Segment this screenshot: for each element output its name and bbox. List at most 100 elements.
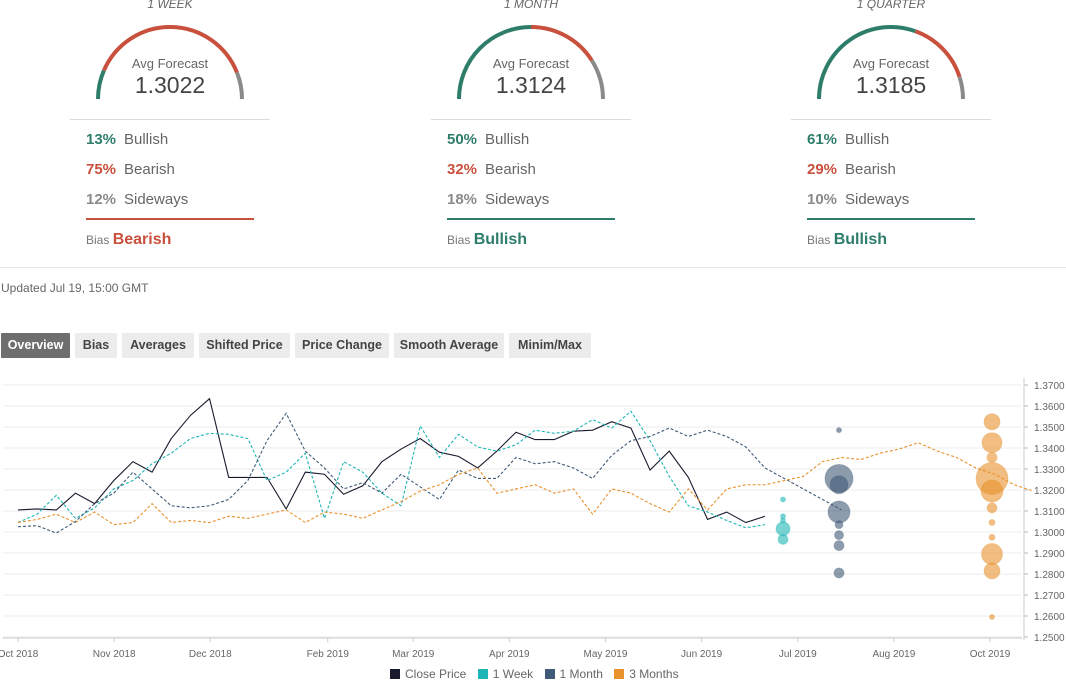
x-tick-label: Feb 2019 <box>307 649 350 660</box>
divider <box>791 119 991 120</box>
sentiment-gauge <box>96 25 244 100</box>
3-months-forecast-bubble <box>986 451 998 463</box>
avg-forecast-value: 1.3022 <box>134 72 206 98</box>
legend-1-week[interactable]: 1 Week <box>477 667 534 681</box>
legend-3-months[interactable]: 3 Months <box>614 667 679 681</box>
y-tick-label: 1.2700 <box>1034 591 1065 602</box>
sideways-arc <box>235 71 244 100</box>
sideways-row: 10% Sideways <box>807 191 909 208</box>
1-week-forecast-bubble <box>775 521 791 537</box>
bias-indicator: Bias Bearish <box>86 231 171 249</box>
updated-timestamp: Updated Jul 19, 15:00 GMT <box>1 281 149 295</box>
tab-smooth-average[interactable]: Smooth Average <box>394 333 504 358</box>
bullish-pct: 13% <box>86 131 117 148</box>
bias-label: Bias <box>447 233 471 247</box>
bearish-row: 29% Bearish <box>807 161 896 178</box>
divider <box>70 119 270 120</box>
legend-1-month[interactable]: 1 Month <box>544 667 603 681</box>
1-month-forecast-bubble <box>836 427 842 434</box>
y-tick-label: 1.3300 <box>1034 465 1065 476</box>
avg-forecast-label: Avg Forecast <box>852 56 930 71</box>
tab-minim-max[interactable]: Minim/Max <box>509 333 591 358</box>
bullish-label: Bullish <box>845 131 890 148</box>
y-tick-label: 1.3600 <box>1034 402 1065 413</box>
bias-indicator: Bias Bullish <box>807 231 887 249</box>
bias-value: Bearish <box>112 231 172 248</box>
y-tick-label: 1.3200 <box>1034 486 1065 497</box>
x-tick-label: Oct 2019 <box>970 649 1011 660</box>
bearish-pct: 32% <box>447 161 478 178</box>
tab-bias[interactable]: Bias <box>75 333 117 358</box>
period-label: 1 WEEK <box>147 0 193 11</box>
avg-forecast-label: Avg Forecast <box>492 56 570 71</box>
3-months-forecast-bubble <box>989 614 995 621</box>
1-month-forecast-bubble <box>834 520 844 530</box>
1-month-forecast-bubble <box>833 540 845 552</box>
y-tick-label: 1.3100 <box>1034 507 1065 518</box>
y-tick-label: 1.3000 <box>1034 528 1065 539</box>
x-tick-label: May 2019 <box>584 649 628 660</box>
sideways-pct: 18% <box>447 191 478 208</box>
sideways-arc <box>957 76 965 100</box>
bullish-row: 13% Bullish <box>86 131 168 148</box>
bias-value: Bullish <box>473 231 528 248</box>
x-tick-label: Jul 2019 <box>779 649 817 660</box>
1-month-forecast-bubble <box>829 475 849 495</box>
avg-forecast-value: 1.3185 <box>855 72 927 98</box>
bullish-label: Bullish <box>124 131 169 148</box>
avg-forecast-value: 1.3124 <box>495 72 567 98</box>
bullish-arc <box>96 69 106 100</box>
sideways-label: Sideways <box>845 191 910 208</box>
bearish-row: 75% Bearish <box>86 161 175 178</box>
sentiment-gauge <box>817 25 965 100</box>
y-tick-label: 1.3500 <box>1034 423 1065 434</box>
legend-swatch <box>477 669 488 679</box>
bearish-arc <box>102 25 239 74</box>
legend-label: Close Price <box>405 667 467 681</box>
3-months-forecast-bubble <box>981 432 1003 454</box>
x-tick-label: Aug 2019 <box>872 649 915 660</box>
y-tick-label: 1.2800 <box>1034 570 1065 581</box>
3-months-forecast-bubble <box>988 519 996 527</box>
x-tick-label: Dec 2018 <box>189 649 232 660</box>
bias-value: Bullish <box>833 231 888 248</box>
bullish-arc <box>457 25 532 100</box>
legend-label: 1 Week <box>492 667 534 681</box>
bias-indicator: Bias Bullish <box>447 231 527 249</box>
bullish-pct: 61% <box>807 131 838 148</box>
bearish-arc <box>530 25 594 62</box>
3-months-line <box>17 442 1034 526</box>
legend-swatch <box>614 669 625 679</box>
tab-price-change[interactable]: Price Change <box>295 333 389 358</box>
tab-shifted-price[interactable]: Shifted Price <box>199 333 290 358</box>
bias-underline <box>807 218 975 220</box>
3-months-forecast-bubble <box>983 413 1001 431</box>
tab-overview[interactable]: Overview <box>1 333 70 358</box>
bearish-label: Bearish <box>485 161 536 178</box>
period-label: 1 QUARTER <box>856 0 926 11</box>
x-tick-label: Mar 2019 <box>392 649 435 660</box>
divider <box>431 119 631 120</box>
y-tick-label: 1.3400 <box>1034 444 1065 455</box>
section-divider <box>0 267 1066 268</box>
y-tick-label: 1.2600 <box>1034 612 1065 623</box>
3-months-forecast-bubble <box>983 562 1001 580</box>
legend-close-price[interactable]: Close Price <box>390 667 466 681</box>
chart-legend: Close Price 1 Week 1 Month 3 Months <box>390 667 687 681</box>
close-price-line <box>17 397 766 524</box>
bullish-row: 61% Bullish <box>807 131 889 148</box>
y-tick-label: 1.2500 <box>1034 633 1065 644</box>
bullish-row: 50% Bullish <box>447 131 529 148</box>
3-months-forecast-bubble <box>981 543 1003 566</box>
3-months-forecast-bubble <box>980 479 1004 503</box>
tab-averages[interactable]: Averages <box>122 333 194 358</box>
bearish-label: Bearish <box>124 161 175 178</box>
x-tick-label: Apr 2019 <box>489 649 530 660</box>
bullish-label: Bullish <box>485 131 530 148</box>
1-week-line <box>17 410 766 529</box>
bias-underline <box>447 218 615 220</box>
sideways-row: 12% Sideways <box>86 191 188 208</box>
bearish-arc <box>914 29 962 78</box>
bias-underline <box>86 218 254 220</box>
avg-forecast-label: Avg Forecast <box>131 56 209 71</box>
